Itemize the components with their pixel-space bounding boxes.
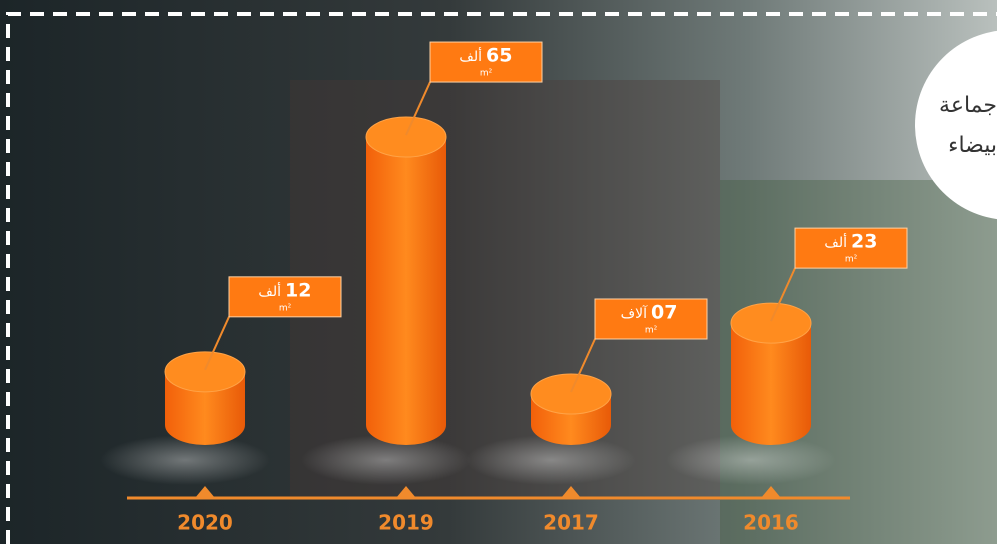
cylinder bbox=[531, 374, 611, 445]
year-label: 2020 bbox=[177, 511, 233, 535]
unit-label: ألف bbox=[459, 47, 482, 65]
area-unit: m² bbox=[845, 255, 858, 265]
unit-label: آلاف bbox=[621, 305, 648, 322]
cylinder bbox=[366, 117, 446, 445]
value-label: 65 bbox=[486, 45, 512, 67]
value-label: 07 bbox=[651, 301, 677, 323]
unit-label: ألف bbox=[824, 233, 847, 251]
reflection bbox=[666, 435, 836, 485]
badge-text: جماعة bbox=[939, 93, 997, 118]
area-unit: m² bbox=[480, 69, 493, 79]
reflection bbox=[100, 435, 270, 485]
infographic: جماعة بيضاء 12ألفm²202065ألفm²201907آلاف… bbox=[0, 0, 997, 544]
cylinder-top bbox=[531, 374, 611, 414]
area-unit: m² bbox=[645, 325, 658, 335]
cylinder-top bbox=[165, 352, 245, 392]
cylinder-body bbox=[366, 137, 446, 445]
cylinder-top bbox=[731, 303, 811, 343]
unit-label: ألف bbox=[258, 282, 281, 300]
value-label: 23 bbox=[851, 231, 877, 253]
cylinder bbox=[731, 303, 811, 445]
year-label: 2016 bbox=[743, 511, 799, 535]
cylinder bbox=[165, 352, 245, 445]
year-label: 2019 bbox=[378, 511, 434, 535]
area-unit: m² bbox=[279, 303, 292, 313]
badge-text: بيضاء bbox=[948, 133, 997, 158]
value-label: 12 bbox=[285, 279, 311, 301]
year-label: 2017 bbox=[543, 511, 599, 535]
reflection bbox=[301, 435, 471, 485]
cylinder-top bbox=[366, 117, 446, 157]
reflection bbox=[466, 435, 636, 485]
